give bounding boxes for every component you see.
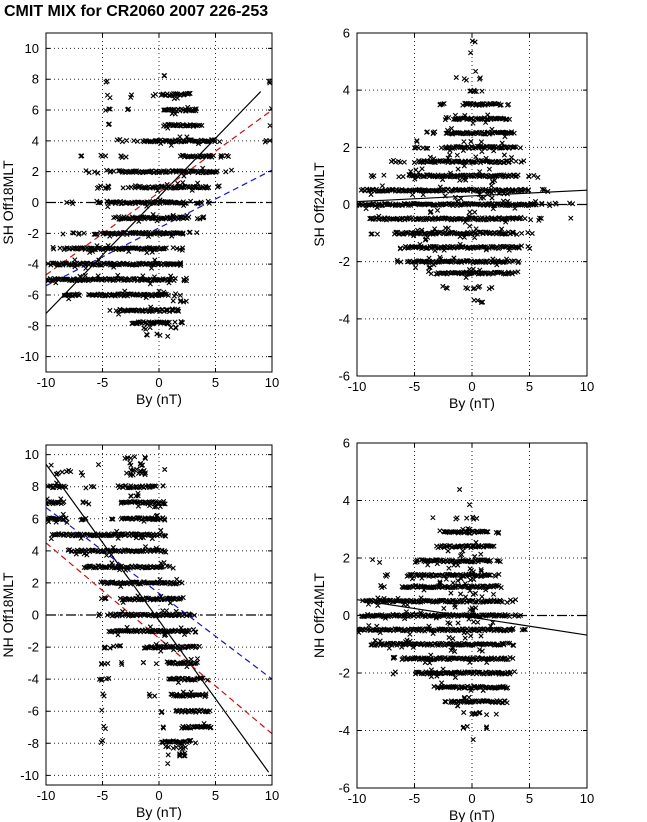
y-tick-label: -10 [20,349,39,364]
x-axis-label: By (nT) [136,391,182,407]
axis-ticks [356,32,588,377]
y-tick-label: 8 [32,72,39,87]
x-tick-label: 0 [155,788,162,803]
scatter-points [46,454,214,767]
y-tick-label: 4 [343,83,350,98]
y-tick-label: 10 [25,447,39,462]
y-tick-label: 0 [343,197,350,212]
y-tick-label: -4 [27,672,39,687]
x-tick-label: 10 [265,788,279,803]
x-tick-label: 5 [212,375,219,390]
y-axis-label: SH Off18MLT [0,160,16,245]
y-tick-label: 6 [343,26,350,41]
x-tick-label: -10 [37,788,56,803]
x-tick-label: 0 [155,375,162,390]
y-tick-label: 6 [32,103,39,118]
fit-line-dashed-3 [46,507,272,680]
y-tick-label: 10 [25,41,39,56]
y-tick-label: 0 [343,608,350,623]
x-tick-label: -5 [97,375,109,390]
plot-sh-off24mlt: -10 -5 0 5 10 -6 -4 -2 0 2 4 6 By (nT) SH Off24MLT [311,26,594,412]
x-tick-label: 0 [468,791,475,806]
y-axis-label: NH Off24MLT [311,573,327,659]
x-tick-label: -10 [348,791,367,806]
x-tick-label: 10 [265,375,279,390]
y-tick-label: 6 [343,436,350,451]
plot-sh-off18mlt: -10 -5 0 5 10 -10 -8 -6 -4 -2 0 2 4 6 8 10 By (nT) SH Off… [0,32,279,407]
y-tick-label: 2 [32,575,39,590]
y-tick-label: 4 [343,493,350,508]
scatter-points [357,486,528,743]
y-tick-label: -10 [20,768,39,783]
y-tick-label: -2 [27,640,39,655]
y-tick-label: -2 [338,254,350,269]
axis-ticks [356,442,588,789]
x-tick-label: 10 [580,379,594,394]
y-axis-label: SH Off24MLT [311,162,327,247]
figure-title: CMIT MIX for CR2060 2007 226-253 [4,3,269,20]
x-tick-label: -5 [409,791,421,806]
y-tick-label: 4 [32,133,39,148]
x-tick-label: 0 [468,379,475,394]
y-tick-label: -6 [338,781,350,796]
y-tick-label: -6 [27,704,39,719]
y-tick-label: -2 [338,666,350,681]
x-tick-label: 5 [526,379,533,394]
y-tick-label: -6 [338,369,350,384]
y-tick-label: 2 [343,551,350,566]
x-tick-label: 5 [212,788,219,803]
y-tick-label: 6 [32,511,39,526]
y-tick-label: 2 [343,140,350,155]
y-tick-label: 2 [32,164,39,179]
x-axis-label: By (nT) [449,395,495,411]
axis-ticks [45,445,273,785]
x-axis-label: By (nT) [449,807,495,822]
x-tick-label: 10 [580,791,594,806]
y-tick-label: -8 [27,736,39,751]
y-tick-label: 8 [32,479,39,494]
y-tick-label: 4 [32,543,39,558]
y-tick-label: 0 [32,608,39,623]
y-tick-label: -2 [27,226,39,241]
plot-nh-off24mlt: -10 -5 0 5 10 -6 -4 -2 0 2 4 6 By (nT) NH Off24MLT [311,436,594,822]
axis-ticks [45,33,273,372]
scatter-points [46,73,272,339]
y-tick-label: -4 [27,257,39,272]
x-axis-label: By (nT) [136,804,182,820]
plot-nh-off18mlt: -10 -5 0 5 10 -10 -8 -6 -4 -2 0 2 4 6 8 10 By (nT) NH Off… [0,444,279,820]
y-axis-label: NH Off18MLT [0,572,16,658]
y-tick-label: -8 [27,318,39,333]
x-tick-label: -5 [97,788,109,803]
x-tick-label: -5 [409,379,421,394]
y-tick-label: -4 [338,723,350,738]
x-tick-label: 5 [526,791,533,806]
y-tick-label: 0 [32,195,39,210]
y-tick-label: -6 [27,287,39,302]
x-tick-label: -10 [37,375,56,390]
y-tick-label: -4 [338,311,350,326]
x-tick-label: -10 [348,379,367,394]
scatter-points [357,38,576,305]
fit-line-dashed-2 [46,109,272,276]
